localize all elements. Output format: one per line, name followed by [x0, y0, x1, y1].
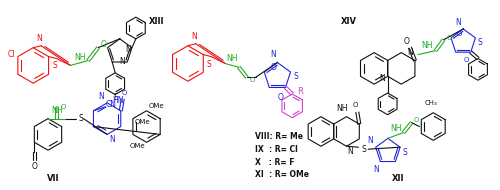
Text: OMe: OMe: [148, 103, 164, 109]
Text: O: O: [278, 93, 283, 102]
Text: NH: NH: [226, 54, 238, 63]
Text: O: O: [122, 90, 128, 96]
Text: O: O: [250, 77, 256, 83]
Text: F: F: [113, 93, 117, 102]
Text: NH: NH: [74, 53, 86, 62]
Text: N: N: [191, 32, 196, 41]
Text: N: N: [36, 34, 42, 43]
Text: XIII: XIII: [148, 17, 164, 26]
Text: O: O: [446, 35, 452, 41]
Text: N: N: [98, 93, 104, 101]
Text: IX  : R= Cl: IX : R= Cl: [255, 145, 298, 154]
Text: O: O: [464, 57, 469, 63]
Text: N: N: [109, 135, 115, 144]
Text: O: O: [101, 40, 107, 49]
Text: S: S: [362, 145, 366, 154]
Text: N: N: [407, 48, 413, 57]
Text: N: N: [367, 136, 372, 145]
Text: N: N: [456, 18, 461, 27]
Text: R: R: [297, 87, 303, 96]
Text: CN: CN: [106, 100, 117, 109]
Text: S: S: [52, 61, 57, 70]
Text: O: O: [32, 162, 38, 171]
Text: NH: NH: [390, 124, 402, 133]
Text: N: N: [379, 74, 384, 83]
Text: XI  : R= OMe: XI : R= OMe: [255, 170, 309, 179]
Text: NH: NH: [421, 41, 432, 50]
Text: O: O: [404, 37, 410, 46]
Text: O: O: [270, 63, 276, 72]
Text: O: O: [352, 102, 358, 108]
Text: S: S: [207, 60, 212, 69]
Text: S: S: [478, 38, 482, 47]
Text: N: N: [120, 56, 125, 66]
Text: S: S: [293, 72, 298, 82]
Text: CH₃: CH₃: [425, 100, 438, 106]
Text: N: N: [270, 50, 276, 59]
Text: N: N: [348, 147, 354, 156]
Text: O: O: [456, 31, 462, 37]
Text: X   : R= F: X : R= F: [255, 158, 294, 166]
Text: O: O: [61, 104, 66, 110]
Text: VII: VII: [46, 174, 59, 183]
Text: OMe: OMe: [135, 119, 150, 125]
Text: O: O: [414, 117, 419, 123]
Text: VIII: R= Me: VIII: R= Me: [255, 132, 303, 141]
Text: OMe: OMe: [130, 143, 146, 149]
Text: S: S: [78, 114, 83, 123]
Text: S: S: [402, 148, 407, 157]
Text: N: N: [125, 45, 131, 54]
Text: NH: NH: [336, 104, 347, 113]
Text: XIV: XIV: [340, 17, 356, 26]
Text: N: N: [374, 165, 380, 174]
Text: HN: HN: [112, 96, 124, 105]
Text: Cl: Cl: [7, 50, 14, 59]
Text: XII: XII: [392, 174, 404, 183]
Text: NH: NH: [51, 106, 62, 115]
